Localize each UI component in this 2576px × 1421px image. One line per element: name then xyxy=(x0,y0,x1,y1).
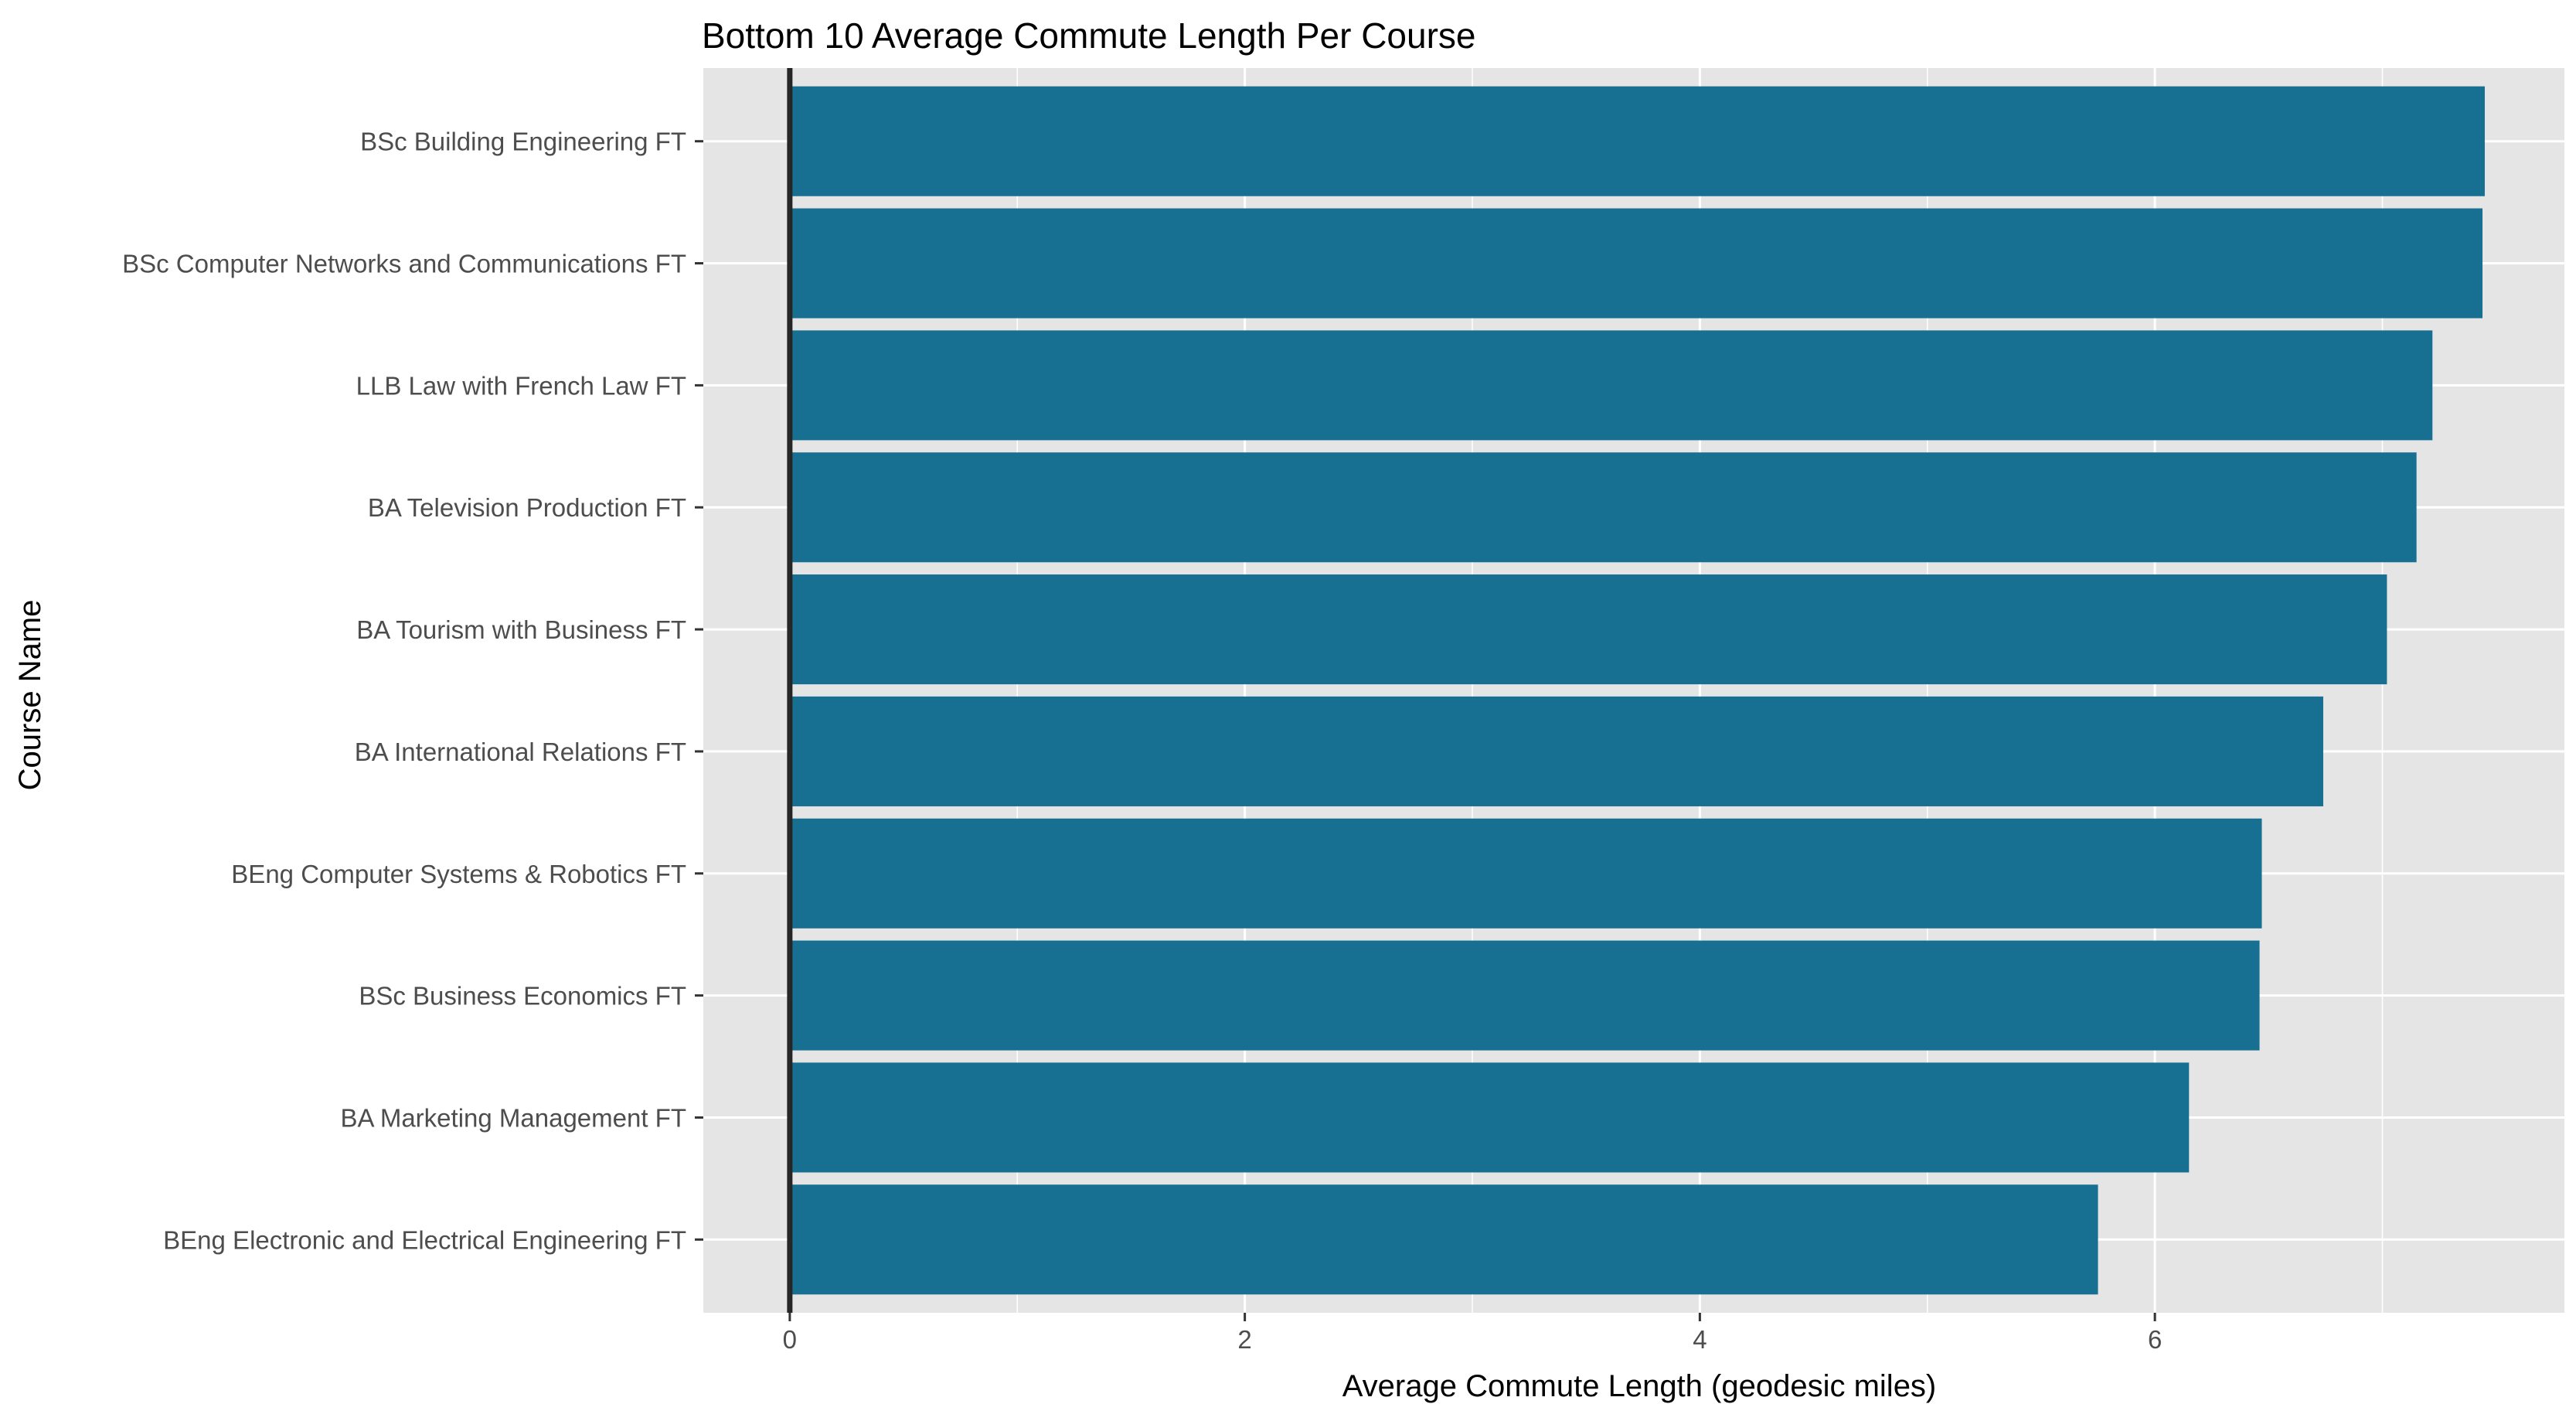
y-tick-label: BSc Computer Networks and Communications… xyxy=(122,250,686,278)
y-tick-label: BEng Electronic and Electrical Engineeri… xyxy=(163,1225,686,1254)
bar xyxy=(789,574,2387,685)
bar xyxy=(789,940,2260,1051)
y-tick-label: BSc Business Economics FT xyxy=(359,982,686,1010)
x-tick-label: 4 xyxy=(1693,1325,1707,1354)
y-tick-label: BSc Building Engineering FT xyxy=(360,128,686,156)
y-tick-label: LLB Law with French Law FT xyxy=(356,371,686,400)
bar xyxy=(789,1184,2098,1295)
y-tick-label: BEng Computer Systems & Robotics FT xyxy=(231,860,686,888)
y-tick-label: BA International Relations FT xyxy=(355,738,686,766)
x-tick-label: 6 xyxy=(2148,1325,2162,1354)
y-axis: BSc Building Engineering FT BSc Computer … xyxy=(122,128,703,1254)
x-tick-label: 0 xyxy=(783,1325,797,1354)
x-axis: 0 2 4 6 xyxy=(783,1313,2162,1354)
bar xyxy=(789,696,2323,806)
bar xyxy=(789,1062,2190,1173)
chart-title: Bottom 10 Average Commute Length Per Cou… xyxy=(702,15,1476,56)
y-tick-label: BA Television Production FT xyxy=(368,493,686,522)
y-axis-title: Course Name xyxy=(13,600,47,791)
bar xyxy=(789,208,2483,319)
x-tick-label: 2 xyxy=(1237,1325,1251,1354)
bar xyxy=(789,818,2262,929)
y-tick-label: BA Tourism with Business FT xyxy=(356,615,686,644)
y-tick-label: BA Marketing Management FT xyxy=(340,1103,686,1132)
bars xyxy=(789,86,2485,1295)
bar xyxy=(789,330,2433,441)
bar xyxy=(789,452,2417,563)
x-axis-title: Average Commute Length (geodesic miles) xyxy=(1342,1369,1937,1403)
bar xyxy=(789,86,2485,196)
